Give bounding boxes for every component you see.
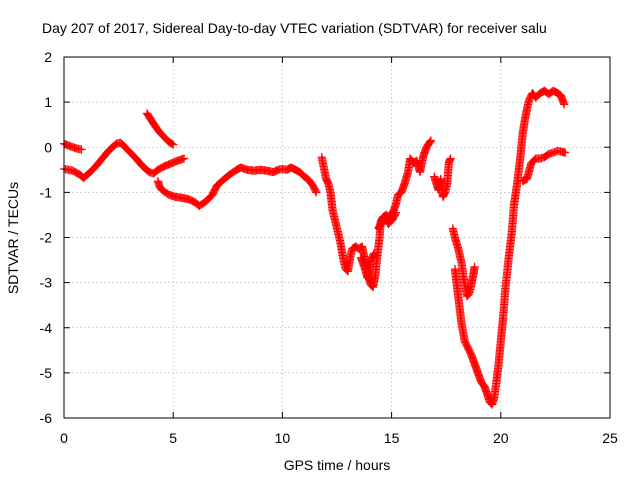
data-point (312, 188, 321, 197)
x-tick-label: 20 (493, 430, 509, 446)
data-marks (59, 86, 570, 409)
data-point (169, 140, 178, 149)
data-point (370, 249, 379, 258)
y-tick-label: 0 (44, 139, 52, 155)
chart-title: Day 207 of 2017, Sidereal Day-to-day VTE… (42, 20, 547, 36)
x-tick-label: 0 (60, 430, 68, 446)
data-point (560, 100, 569, 109)
data-point (311, 186, 320, 196)
data-point (391, 208, 401, 217)
plot-frame (63, 56, 611, 419)
data-point (446, 154, 455, 163)
y-tick-label: -6 (40, 410, 53, 426)
tick-labels: 0 5 10 15 20 25 -6 -5 -4 -3 -2 -1 0 1 2 (40, 49, 618, 446)
y-axis-label: SDTVAR / TECUs (5, 182, 21, 294)
y-tick-label: 2 (44, 49, 52, 65)
y-tick-label: 1 (44, 94, 52, 110)
x-tick-label: 15 (384, 430, 400, 446)
data-point (180, 154, 189, 163)
data-point (426, 137, 435, 146)
x-axis-label: GPS time / hours (284, 457, 391, 473)
x-tick-label: 25 (602, 430, 618, 446)
data-point (391, 209, 400, 219)
data-point (369, 250, 378, 259)
y-tick-label: -1 (40, 184, 53, 200)
data-point (77, 145, 86, 154)
x-tick-label: 10 (275, 430, 291, 446)
y-tick-label: -3 (40, 275, 53, 291)
data-point (426, 136, 436, 145)
data-point (561, 148, 570, 157)
y-tick-label: -5 (40, 365, 53, 381)
data-point (470, 262, 479, 271)
data-point (168, 139, 177, 148)
y-tick-label: -2 (40, 230, 53, 246)
x-tick-label: 5 (169, 430, 177, 446)
y-tick-label: -4 (40, 320, 53, 336)
